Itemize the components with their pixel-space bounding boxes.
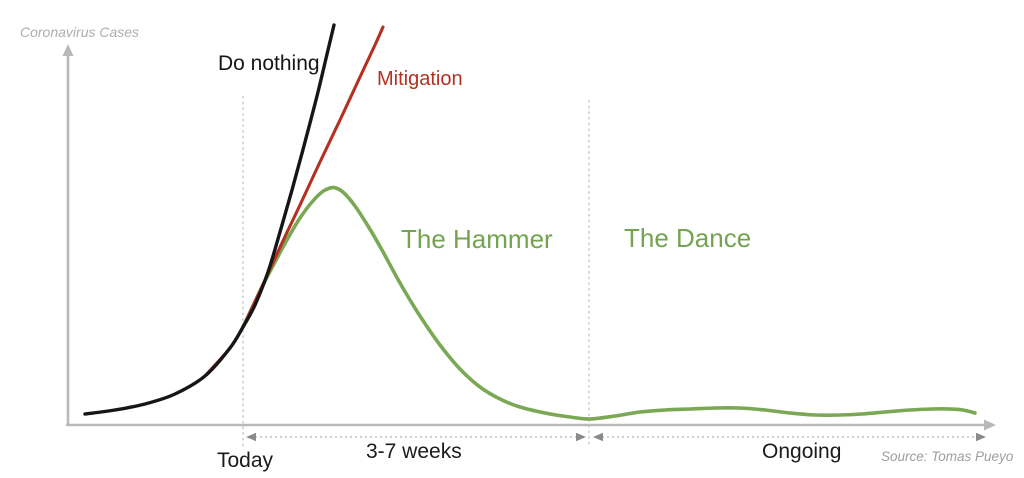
dance-label: The Dance (624, 223, 752, 253)
weeks-label: 3-7 weeks (366, 440, 462, 463)
mitigation-label: Mitigation (377, 68, 463, 90)
mitigation-curve (203, 25, 385, 378)
x-axis-arrowhead-icon (984, 419, 996, 431)
hammer-dance-curve (241, 185, 977, 421)
y-axis-arrowhead-icon (62, 44, 74, 56)
source-label: Source: Tomas Pueyo (881, 449, 1014, 464)
do-nothing-curve (83, 23, 336, 416)
today-label: Today (217, 449, 274, 472)
span-left-arrowhead-icon (246, 432, 256, 442)
hammer-label: The Hammer (401, 224, 553, 254)
span-right-arrowhead-icon (576, 432, 586, 442)
ongoing-label: Ongoing (762, 440, 842, 463)
span-left-arrowhead-icon (593, 432, 603, 442)
y-axis-label: Coronavirus Cases (20, 24, 140, 40)
span-right-arrowhead-icon (976, 432, 986, 442)
do-nothing-label: Do nothing (218, 52, 320, 75)
